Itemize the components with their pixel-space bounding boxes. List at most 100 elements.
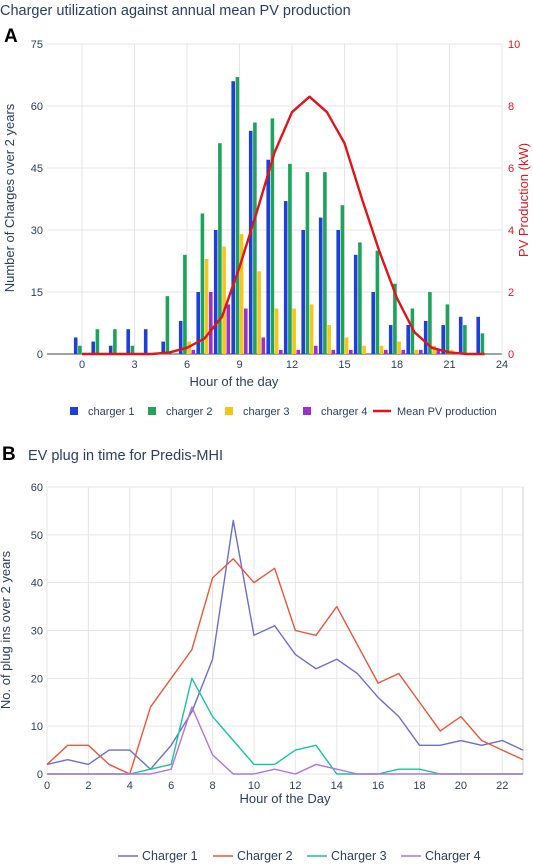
chart-a-bar <box>441 325 445 354</box>
chart-b-x-tick-label: 18 <box>413 780 425 792</box>
chart-a-x-tick-label: 9 <box>236 359 242 371</box>
chart-a-y2-tick-label: 0 <box>508 349 514 361</box>
chart-a-title: Charger utilization against annual mean … <box>0 3 351 19</box>
chart-a-bar <box>480 333 485 354</box>
chart-a-bar <box>130 345 135 354</box>
chart-a-bar <box>384 349 388 354</box>
chart-a-y2-axis-title: PV Production (kW) <box>516 143 531 257</box>
chart-a-pv-polyline <box>82 95 485 356</box>
chart-b-title: EV plug in time for Predis-MHI <box>28 448 223 464</box>
chart-a-bar <box>165 296 170 354</box>
chart-a-bar <box>213 230 218 354</box>
chart-a-bar <box>432 345 436 354</box>
chart-a-bar <box>414 349 419 354</box>
chart-a-y2-ticks: 0 2 4 6 8 10 <box>508 39 520 361</box>
chart-a-legend-label: charger 4 <box>321 406 367 418</box>
chart-a-x-tick-label: 0 <box>79 359 85 371</box>
chart-a-bar <box>108 345 113 354</box>
chart-a-bar <box>161 341 165 354</box>
chart-a-legend-swatch <box>303 407 311 415</box>
chart-a-y-axis-title: Number of Charges over 2 years <box>2 103 17 292</box>
chart-a-legend-label: Mean PV production <box>397 406 497 418</box>
chart-b-x-tick-label: 14 <box>331 780 343 792</box>
chart-a-bar <box>419 349 423 354</box>
chart-a-bar <box>143 329 148 354</box>
chart-a-x-axis-title: Hour of the day <box>190 374 279 389</box>
panel-b-letter: B <box>2 444 16 465</box>
chart-a-y-tick-label: 75 <box>31 39 43 51</box>
chart-a-bar <box>340 205 345 354</box>
chart-a-bar <box>204 258 209 354</box>
chart-a-grid <box>47 43 503 355</box>
chart-a-x-tick-label: 21 <box>443 359 455 371</box>
chart-a-legend-label: charger 2 <box>166 406 212 418</box>
chart-a-bar <box>436 349 441 354</box>
chart-a-x-ticks: 0 3 6 9 12 15 18 21 24 <box>79 359 508 371</box>
chart-a-legend: charger 1 charger 2 charger 3 charger 4 Mean… <box>70 406 497 418</box>
chart-a-bar <box>401 349 406 354</box>
chart-a-bar <box>257 271 261 354</box>
chart-b-legend-label: Charger 2 <box>237 849 293 863</box>
chart-a-bar <box>222 246 226 354</box>
chart-a-bars <box>73 77 485 355</box>
chart-a-legend-label: charger 3 <box>243 406 289 418</box>
chart-b-legend-label: Charger 4 <box>425 849 481 863</box>
chart-a-bar <box>375 250 380 354</box>
chart-a-bar <box>305 172 310 354</box>
chart-a-bar <box>476 316 480 354</box>
chart-a-bar <box>231 81 235 354</box>
chart-b-x-tick-label: 22 <box>496 780 508 792</box>
chart-a-bar <box>296 349 301 354</box>
chart-a-y2-tick-label: 10 <box>508 39 520 51</box>
chart-b-x-ticks: 0 2 4 6 8 10 12 14 16 18 20 22 <box>44 780 508 792</box>
chart-a-bar <box>318 217 323 354</box>
chart-a-bar <box>239 234 244 354</box>
chart-a-bar <box>336 230 340 354</box>
chart-a-bar <box>196 292 200 354</box>
chart-a-bar <box>113 329 117 354</box>
chart-a-bar <box>235 77 240 355</box>
chart-b-legend-label: Charger 3 <box>331 849 387 863</box>
chart-a-x-tick-label: 3 <box>131 359 137 371</box>
chart-a-bar <box>428 292 432 354</box>
chart-a-bar <box>458 316 463 354</box>
chart-a-bar <box>292 308 296 354</box>
chart-b-series-line <box>46 519 524 770</box>
chart-a-bar <box>200 213 205 354</box>
chart-b-series-line <box>46 558 524 775</box>
chart-a-legend-label: charger 1 <box>88 406 134 418</box>
chart-a-bar <box>423 320 428 354</box>
chart-a-y-tick-label: 30 <box>31 225 43 237</box>
chart-a-y2-tick-label: 4 <box>508 225 514 237</box>
chart-a-legend-swatch <box>70 407 78 415</box>
chart-a-x-tick-label: 15 <box>338 359 350 371</box>
chart-a-bar <box>353 254 358 354</box>
chart-a-bar <box>78 345 82 354</box>
chart-a-bar <box>126 329 130 354</box>
chart-b-y-tick-label: 0 <box>37 769 43 781</box>
chart-a-bar <box>371 292 375 354</box>
chart-a-bar <box>309 304 314 354</box>
chart-a-bar <box>261 337 266 354</box>
chart-a-x-tick-label: 18 <box>391 359 403 371</box>
chart-a-bar <box>344 337 349 354</box>
chart-b-x-tick-label: 6 <box>168 780 174 792</box>
chart-b-x-tick-label: 8 <box>210 780 216 792</box>
chart-b-y-tick-label: 40 <box>31 578 43 590</box>
chart-a-bar <box>274 308 279 354</box>
chart-a-bar <box>218 143 222 354</box>
chart-a-y2-tick-label: 6 <box>508 163 514 175</box>
chart-b-grid <box>46 486 524 775</box>
chart-a-y-ticks: 0 15 30 45 60 75 <box>31 39 43 361</box>
chart-a-bar <box>288 163 292 354</box>
chart-a-legend-swatch <box>225 407 233 415</box>
chart-a-bar <box>266 159 270 354</box>
chart-a-bar <box>178 320 183 354</box>
chart-a-bar <box>91 341 95 354</box>
chart-b-x-tick-label: 16 <box>372 780 384 792</box>
chart-b-y-tick-label: 30 <box>31 626 43 638</box>
chart-a-bar <box>73 337 78 354</box>
chart-b-y-tick-label: 60 <box>31 482 43 494</box>
chart-b-y-ticks: 0 10 20 30 40 50 60 <box>31 482 43 781</box>
